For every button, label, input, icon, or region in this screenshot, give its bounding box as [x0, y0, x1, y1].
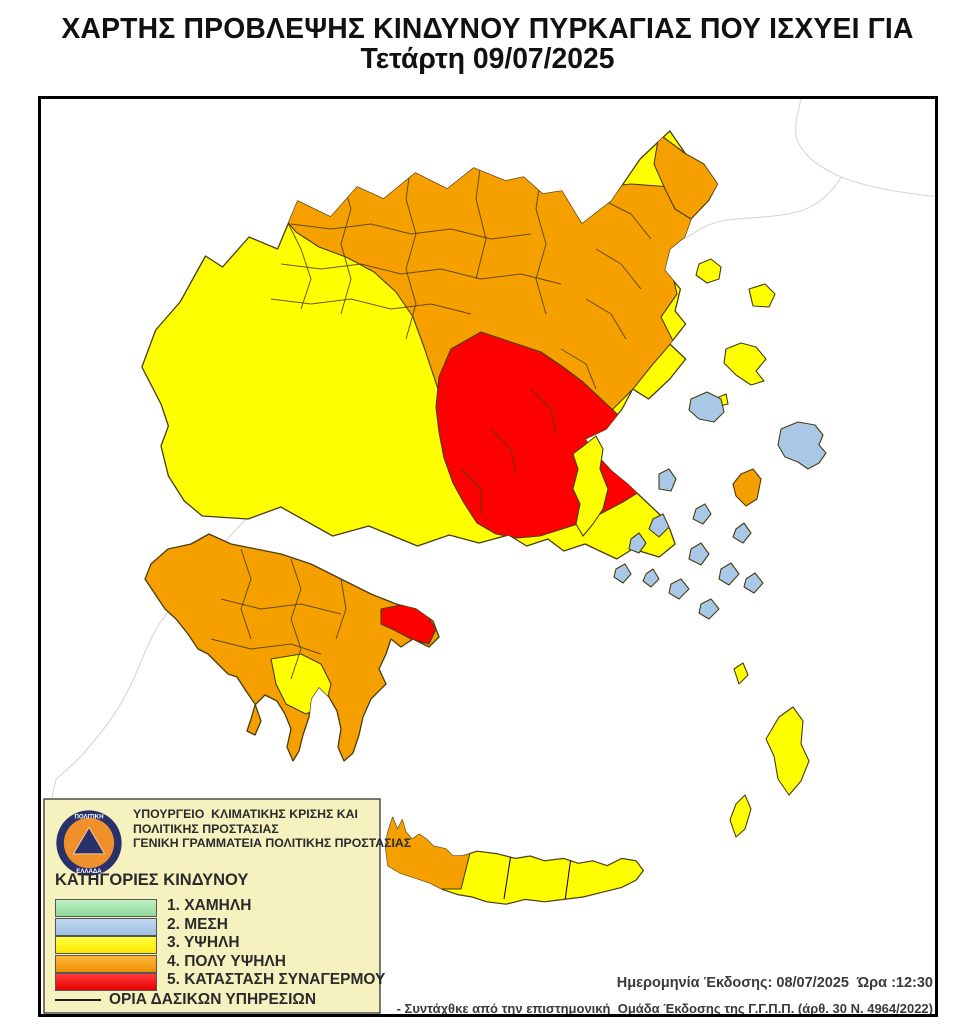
- svg-text:ΠΟΛΙΤΙΚΗ: ΠΟΛΙΤΙΚΗ: [74, 814, 103, 821]
